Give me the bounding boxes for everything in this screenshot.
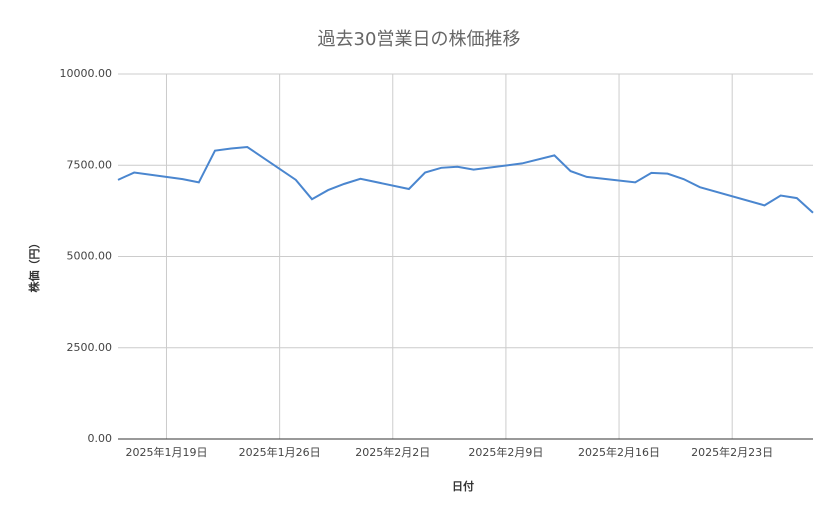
x-axis-label: 日付 — [452, 479, 474, 493]
x-tick-label: 2025年2月9日 — [468, 445, 543, 459]
x-tick-label: 2025年1月19日 — [125, 445, 207, 459]
x-tick-label: 2025年2月23日 — [691, 445, 773, 459]
y-tick-label: 0.00 — [88, 432, 113, 445]
x-tick-label: 2025年1月26日 — [239, 445, 321, 459]
y-axis-label: 株価（円） — [27, 238, 41, 293]
chart-title: 過去30営業日の株価推移 — [318, 29, 521, 50]
y-tick-label: 2500.00 — [67, 341, 113, 354]
y-tick-label: 7500.00 — [67, 158, 113, 171]
x-tick-label: 2025年2月16日 — [578, 445, 660, 459]
y-tick-label: 5000.00 — [67, 250, 113, 263]
y-tick-label: 10000.00 — [60, 67, 113, 80]
line-series — [117, 145, 814, 214]
x-tick-label: 2025年2月2日 — [355, 445, 430, 459]
